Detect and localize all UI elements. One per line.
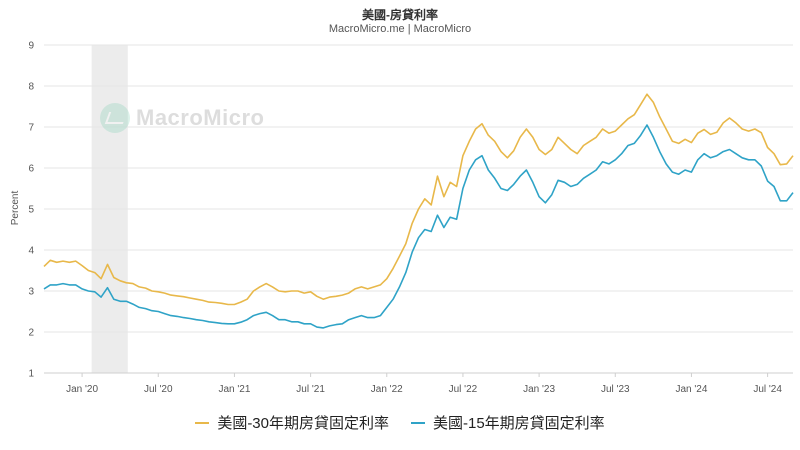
legend-label-15yr: 美國-15年期房貸固定利率 — [433, 415, 605, 432]
macromicro-logo-icon — [100, 103, 130, 133]
x-tick-label-2: Jan '21 — [218, 384, 250, 395]
y-tick-label-3: 3 — [28, 287, 34, 298]
chart-subtitle: MacroMicro.me | MacroMicro — [328, 23, 472, 35]
x-tick-label-5: Jul '22 — [449, 384, 478, 395]
y-tick-label-2: 2 — [28, 328, 34, 339]
legend-item-15yr[interactable]: 美國-15年期房貸固定利率 — [411, 412, 605, 433]
y-tick-label-4: 4 — [28, 246, 34, 257]
x-tick-label-9: Jul '24 — [753, 384, 782, 395]
y-tick-label-6: 6 — [28, 164, 34, 175]
legend-label-30yr: 美國-30年期房貸固定利率 — [217, 415, 389, 432]
y-tick-label-1: 1 — [28, 369, 34, 380]
legend-item-30yr[interactable]: 美國-30年期房貸固定利率 — [195, 412, 389, 433]
legend-swatch-30yr — [195, 421, 210, 424]
watermark: MacroMicro — [100, 103, 264, 133]
chart-title: 美國-房貸利率 — [362, 8, 438, 22]
x-tick-label-4: Jan '22 — [371, 384, 403, 395]
series-line-30yr — [43, 93, 794, 306]
x-tick-label-3: Jul '21 — [296, 384, 325, 395]
y-tick-label-7: 7 — [28, 123, 34, 134]
x-tick-label-8: Jan '24 — [675, 384, 707, 395]
y-tick-label-8: 8 — [28, 82, 34, 93]
x-tick-label-0: Jan '20 — [66, 384, 98, 395]
series-line-15yr — [43, 124, 794, 329]
legend: 美國-30年期房貸固定利率 美國-15年期房貸固定利率 — [0, 412, 800, 433]
y-axis-label: Percent — [10, 191, 21, 226]
y-tick-label-9: 9 — [28, 41, 34, 52]
legend-swatch-15yr — [411, 421, 425, 424]
x-tick-label-1: Jul '20 — [144, 384, 173, 395]
x-tick-label-7: Jul '23 — [601, 384, 630, 395]
x-tick-label-6: Jan '23 — [523, 384, 555, 395]
y-tick-label-5: 5 — [28, 205, 34, 216]
watermark-text: MacroMicro — [136, 105, 265, 130]
